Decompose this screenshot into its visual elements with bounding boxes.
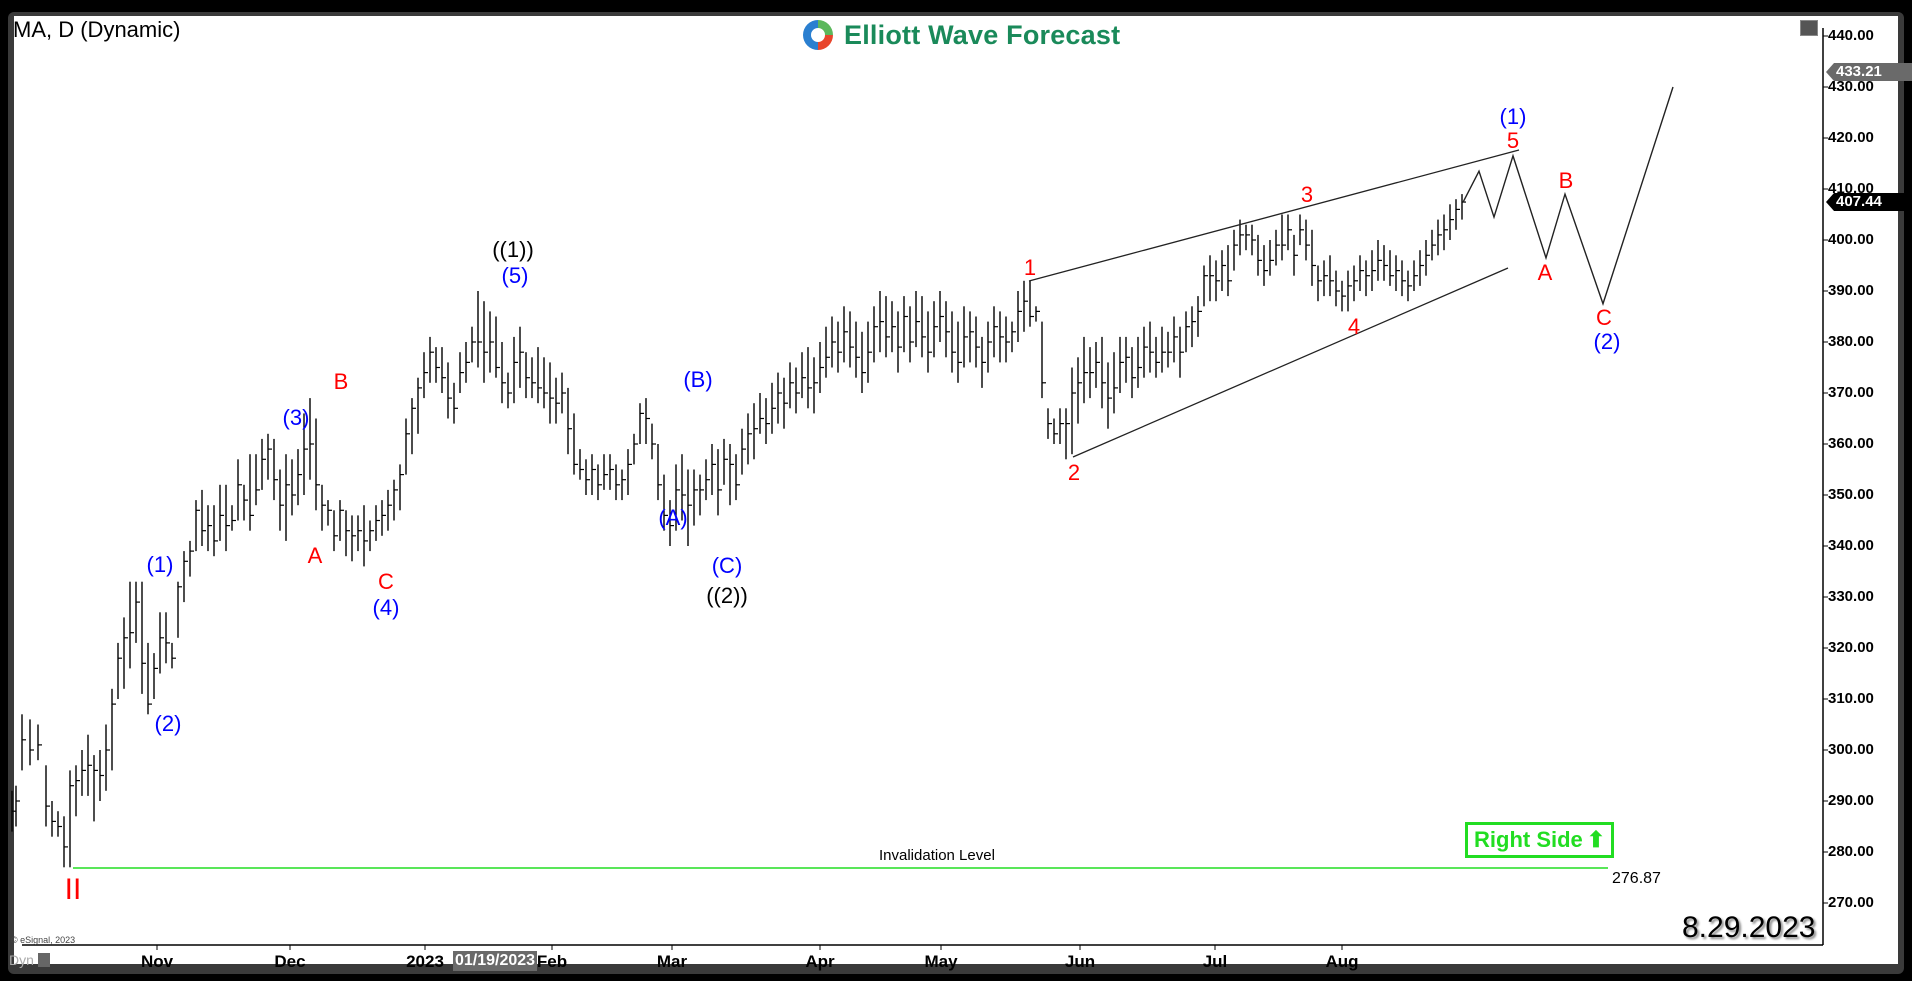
wave-label: 1 <box>1023 255 1037 280</box>
chart-canvas[interactable] <box>14 16 1898 964</box>
y-tick-label: 380.00 <box>1828 333 1874 350</box>
chart-title: MA, D (Dynamic) <box>13 17 181 42</box>
y-tick-label: 370.00 <box>1828 384 1874 401</box>
wave-label: 5 <box>1506 128 1520 153</box>
wave-label: A <box>307 543 323 568</box>
x-tick-label: Feb <box>536 952 568 971</box>
y-tick-label: 310.00 <box>1828 690 1874 707</box>
dynamic-mode-label[interactable]: Dyn <box>9 952 34 968</box>
wave-label: (C) <box>711 553 743 578</box>
wave-label: 3 <box>1300 182 1314 207</box>
restore-window-icon[interactable] <box>1800 20 1818 36</box>
date-stamp: 8.29.2023 <box>1682 911 1816 944</box>
wave-label: (4) <box>372 595 400 620</box>
x-tick-label: May <box>924 952 958 971</box>
y-tick-label: 270.00 <box>1828 894 1874 911</box>
high-price-tag: 433.21 <box>1826 63 1912 81</box>
wave-label: (B) <box>683 367 713 392</box>
wave-label: (5) <box>501 263 529 288</box>
x-tick-label: Aug <box>1325 952 1359 971</box>
x-tick-label: Apr <box>805 952 835 971</box>
wave-label: 2 <box>1067 460 1081 485</box>
lower-wedge-line <box>1072 267 1509 458</box>
y-tick-label: 320.00 <box>1828 639 1874 656</box>
y-tick-label: 430.00 <box>1828 78 1874 95</box>
upper-wedge-line <box>1028 149 1520 282</box>
wave-label: (1) <box>146 552 174 577</box>
wave-label: B <box>1558 168 1574 193</box>
wave-label: (A) <box>658 505 688 530</box>
y-tick-label: 300.00 <box>1828 741 1874 758</box>
lock-icon[interactable] <box>38 953 50 967</box>
right-side-label: Right Side <box>1474 827 1583 852</box>
invalidation-value: 276.87 <box>1612 870 1661 887</box>
x-tick-label: 2023 <box>406 952 444 971</box>
y-tick-label: 330.00 <box>1828 588 1874 605</box>
logo-text: Elliott Wave Forecast <box>844 19 1121 50</box>
brand-logo: Elliott Wave Forecast <box>800 15 1120 55</box>
copyright-text: © eSignal, 2023 <box>11 935 76 945</box>
wave-label: ((1)) <box>492 237 534 262</box>
logo-swirl-icon <box>803 20 833 50</box>
wave-label: (2) <box>154 711 182 736</box>
y-tick-label: 290.00 <box>1828 792 1874 809</box>
x-tick-label: Jul <box>1202 952 1228 971</box>
wave-label: A <box>1537 260 1553 285</box>
wave-label: 4 <box>1347 314 1361 339</box>
y-tick-label: 360.00 <box>1828 435 1874 452</box>
wave-label: C <box>378 569 394 594</box>
last-price-tag: 407.44 <box>1826 193 1912 211</box>
wave-label: (2) <box>1593 329 1621 354</box>
y-tick-label: 350.00 <box>1828 486 1874 503</box>
y-tick-label: 410.00 <box>1828 180 1874 197</box>
x-axis-cursor-date: 01/19/2023 <box>453 951 538 971</box>
wave-label: ((2)) <box>706 583 748 608</box>
projection-path <box>1462 86 1674 306</box>
y-tick-label: 340.00 <box>1828 537 1874 554</box>
wave-label: II <box>64 873 82 906</box>
y-tick-label: 400.00 <box>1828 231 1874 248</box>
wave-label: (3) <box>282 405 310 430</box>
right-side-badge: Right Side ⬆ <box>1465 822 1615 858</box>
wave-label: B <box>333 369 349 394</box>
x-tick-label: Dec <box>274 952 306 971</box>
y-tick-label: 390.00 <box>1828 282 1874 299</box>
y-tick-label: 420.00 <box>1828 129 1874 146</box>
x-tick-label: Mar <box>656 952 688 971</box>
x-tick-label: Jun <box>1064 952 1096 971</box>
wave-label: (1) <box>1499 104 1527 129</box>
y-tick-label: 440.00 <box>1828 27 1874 44</box>
x-tick-label: Nov <box>140 952 174 971</box>
wave-label: C <box>1596 305 1612 330</box>
y-tick-label: 280.00 <box>1828 843 1874 860</box>
invalidation-label: Invalidation Level <box>879 847 995 864</box>
arrow-up-icon: ⬆ <box>1586 827 1606 852</box>
